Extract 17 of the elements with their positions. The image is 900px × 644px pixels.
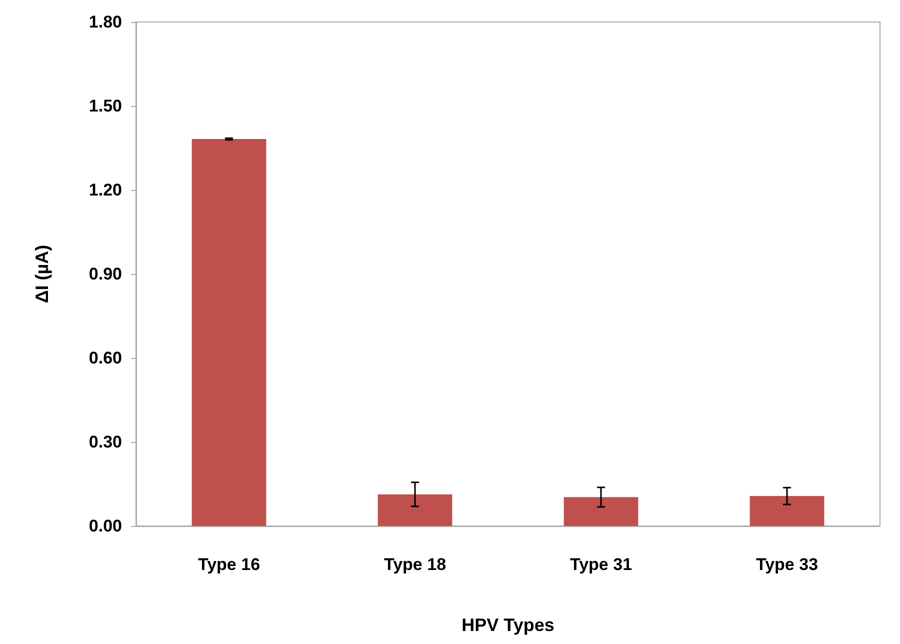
- bar: [750, 496, 824, 526]
- bar: [192, 139, 266, 526]
- y-tick-label: 0.90: [88, 264, 122, 284]
- y-tick-label: 1.80: [88, 12, 122, 32]
- x-tick-label: Type 16: [198, 555, 260, 574]
- bar: [564, 497, 638, 526]
- bar: [378, 494, 452, 526]
- x-tick-label: Type 33: [756, 555, 818, 574]
- y-tick-label: 0.60: [88, 348, 122, 368]
- y-tick-label: 0.00: [88, 516, 122, 536]
- x-tick-label: Type 18: [384, 555, 446, 574]
- y-axis-title: ΔI (µA): [32, 244, 52, 304]
- y-tick-label: 1.20: [88, 180, 122, 200]
- x-tick-label: Type 31: [570, 555, 632, 574]
- x-axis-title: HPV Types: [462, 615, 554, 635]
- y-tick-label: 1.50: [88, 96, 122, 116]
- y-tick-label: 0.30: [88, 432, 122, 452]
